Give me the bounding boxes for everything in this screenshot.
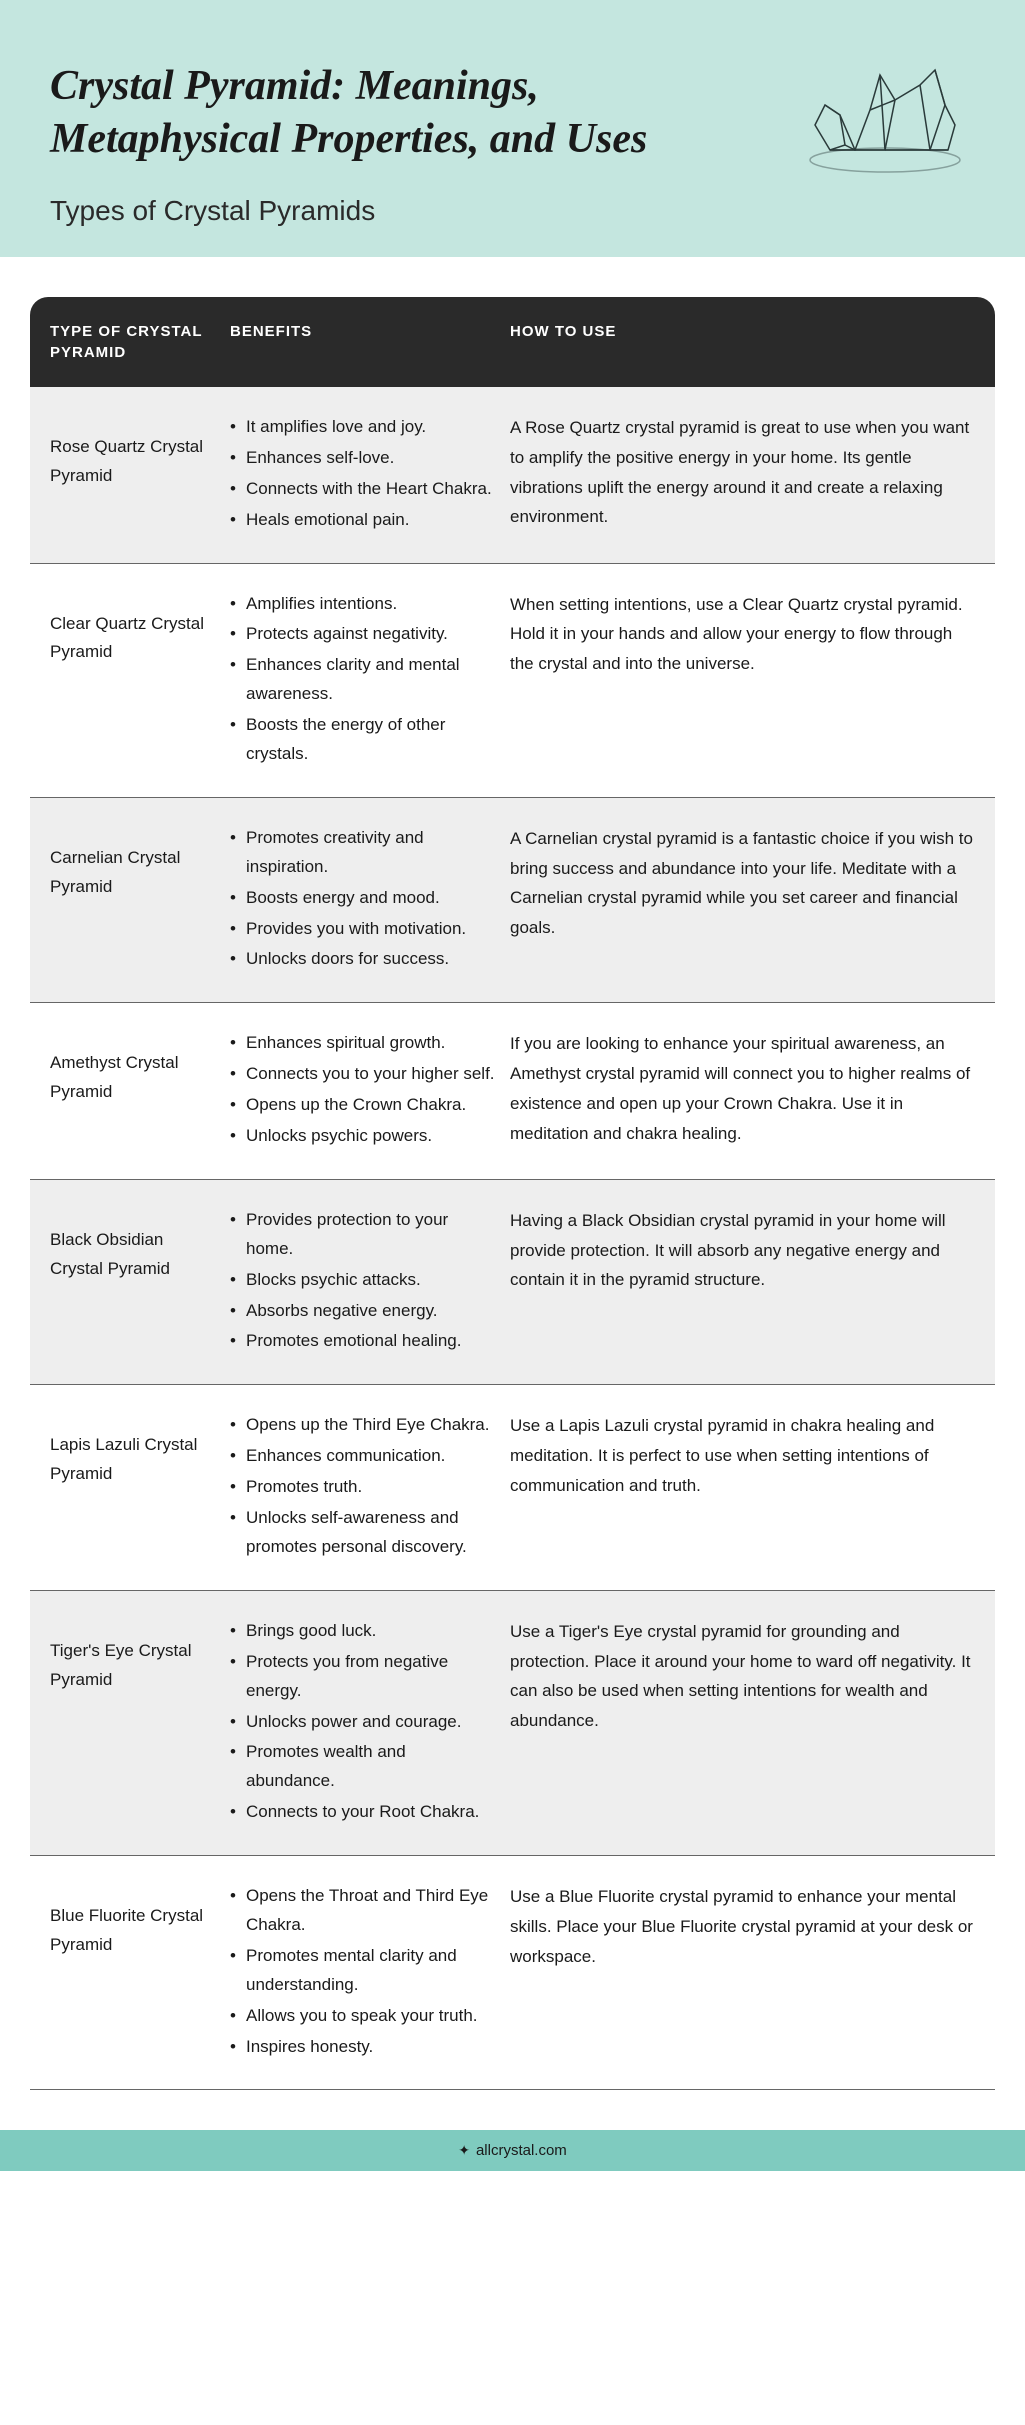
benefit-item: Promotes creativity and inspiration. [230,824,495,882]
table-header-row: TYPE OF CRYSTAL PYRAMID BENEFITS HOW TO … [30,297,995,387]
column-header-benefits: BENEFITS [230,321,510,363]
howto-cell: Having a Black Obsidian crystal pyramid … [510,1206,975,1295]
table-row: Amethyst Crystal PyramidEnhances spiritu… [30,1003,995,1180]
table-row: Carnelian Crystal PyramidPromotes creati… [30,798,995,1003]
benefit-item: Boosts energy and mood. [230,884,495,913]
sparkle-icon: ✦ [458,2142,470,2159]
header: Crystal Pyramid: Meanings, Metaphysical … [0,0,1025,257]
benefit-item: Enhances self-love. [230,444,495,473]
benefit-item: Unlocks self-awareness and promotes pers… [230,1504,495,1562]
table-row: Clear Quartz Crystal PyramidAmplifies in… [30,564,995,798]
crystal-icon [800,55,970,185]
benefits-cell: Amplifies intentions.Protects against ne… [230,590,510,771]
benefit-item: Protects against negativity. [230,620,495,649]
benefits-cell: It amplifies love and joy.Enhances self-… [230,413,510,537]
crystal-type-cell: Lapis Lazuli Crystal Pyramid [50,1411,230,1489]
crystal-table: TYPE OF CRYSTAL PYRAMID BENEFITS HOW TO … [0,297,1025,2130]
benefit-item: Connects to your Root Chakra. [230,1798,495,1827]
howto-cell: A Rose Quartz crystal pyramid is great t… [510,413,975,532]
benefit-item: Provides protection to your home. [230,1206,495,1264]
crystal-type-cell: Amethyst Crystal Pyramid [50,1029,230,1107]
benefit-item: Provides you with motivation. [230,915,495,944]
benefit-item: Absorbs negative energy. [230,1297,495,1326]
howto-cell: When setting intentions, use a Clear Qua… [510,590,975,679]
crystal-type-cell: Rose Quartz Crystal Pyramid [50,413,230,491]
benefit-item: Opens up the Third Eye Chakra. [230,1411,495,1440]
howto-cell: A Carnelian crystal pyramid is a fantast… [510,824,975,943]
column-header-howto: HOW TO USE [510,321,975,363]
benefit-item: Enhances clarity and mental awareness. [230,651,495,709]
benefit-item: Blocks psychic attacks. [230,1266,495,1295]
benefit-item: Connects you to your higher self. [230,1060,495,1089]
howto-cell: Use a Tiger's Eye crystal pyramid for gr… [510,1617,975,1736]
table-row: Tiger's Eye Crystal PyramidBrings good l… [30,1591,995,1856]
benefit-item: Unlocks doors for success. [230,945,495,974]
benefits-cell: Brings good luck.Protects you from negat… [230,1617,510,1829]
table-row: Blue Fluorite Crystal PyramidOpens the T… [30,1856,995,2090]
benefits-cell: Provides protection to your home.Blocks … [230,1206,510,1358]
benefit-item: Unlocks psychic powers. [230,1122,495,1151]
footer-text: allcrystal.com [476,2142,567,2159]
crystal-type-cell: Blue Fluorite Crystal Pyramid [50,1882,230,1960]
benefits-cell: Opens up the Third Eye Chakra.Enhances c… [230,1411,510,1563]
benefit-item: Heals emotional pain. [230,506,495,535]
howto-cell: If you are looking to enhance your spiri… [510,1029,975,1148]
benefit-item: Boosts the energy of other crystals. [230,711,495,769]
crystal-type-cell: Carnelian Crystal Pyramid [50,824,230,902]
howto-cell: Use a Blue Fluorite crystal pyramid to e… [510,1882,975,1971]
table-row: Lapis Lazuli Crystal PyramidOpens up the… [30,1385,995,1590]
benefit-item: Enhances spiritual growth. [230,1029,495,1058]
howto-cell: Use a Lapis Lazuli crystal pyramid in ch… [510,1411,975,1500]
column-header-type: TYPE OF CRYSTAL PYRAMID [50,321,230,363]
benefit-item: Opens the Throat and Third Eye Chakra. [230,1882,495,1940]
benefit-item: Opens up the Crown Chakra. [230,1091,495,1120]
benefit-item: Allows you to speak your truth. [230,2002,495,2031]
page-subtitle: Types of Crystal Pyramids [50,195,975,227]
benefit-item: It amplifies love and joy. [230,413,495,442]
benefit-item: Amplifies intentions. [230,590,495,619]
footer: ✦ allcrystal.com [0,2130,1025,2171]
benefit-item: Promotes truth. [230,1473,495,1502]
crystal-type-cell: Tiger's Eye Crystal Pyramid [50,1617,230,1695]
benefit-item: Protects you from negative energy. [230,1648,495,1706]
benefit-item: Unlocks power and courage. [230,1708,495,1737]
crystal-type-cell: Black Obsidian Crystal Pyramid [50,1206,230,1284]
page-title: Crystal Pyramid: Meanings, Metaphysical … [50,60,750,165]
benefits-cell: Enhances spiritual growth.Connects you t… [230,1029,510,1153]
crystal-type-cell: Clear Quartz Crystal Pyramid [50,590,230,668]
benefit-item: Enhances communication. [230,1442,495,1471]
benefit-item: Connects with the Heart Chakra. [230,475,495,504]
table-row: Black Obsidian Crystal PyramidProvides p… [30,1180,995,1385]
benefit-item: Promotes emotional healing. [230,1327,495,1356]
benefit-item: Promotes mental clarity and understandin… [230,1942,495,2000]
table-row: Rose Quartz Crystal PyramidIt amplifies … [30,387,995,564]
benefit-item: Inspires honesty. [230,2033,495,2062]
benefits-cell: Promotes creativity and inspiration.Boos… [230,824,510,976]
benefit-item: Brings good luck. [230,1617,495,1646]
benefits-cell: Opens the Throat and Third Eye Chakra.Pr… [230,1882,510,2063]
benefit-item: Promotes wealth and abundance. [230,1738,495,1796]
